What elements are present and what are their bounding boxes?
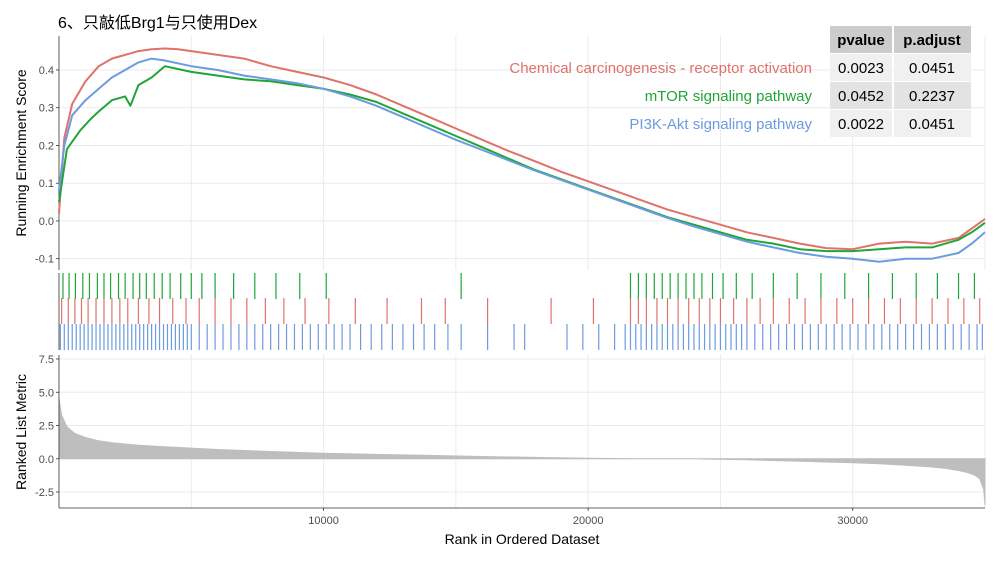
metric-y-tick-label: 2.5: [39, 421, 54, 433]
x-tick-label: 20000: [573, 515, 604, 527]
table-header-pvalue: pvalue: [837, 32, 885, 49]
table-row-bg: [894, 82, 971, 109]
es-y-tick-label: 0.1: [39, 178, 54, 190]
stats-table: pvalue p.adjust Chemical carcinogenesis …: [509, 26, 971, 137]
table-row-bg: [830, 82, 892, 109]
legend-label-mtor: mTOR signaling pathway: [645, 88, 813, 105]
table-cell-pvalue: 0.0023: [838, 60, 884, 77]
table-row-bg: [894, 110, 971, 137]
legend-label-pi3k: PI3K-Akt signaling pathway: [629, 116, 812, 133]
chart-title: 6、只敲低Brg1与只使用Dex: [58, 14, 257, 32]
table-cell-padjust: 0.0451: [909, 116, 955, 133]
metric-area: [58, 398, 986, 506]
table-row-bg: [894, 54, 971, 81]
es-line-pi3k: [58, 57, 986, 263]
es-y-tick-label: 0.4: [39, 65, 54, 77]
es-y-tick-label: -0.1: [35, 254, 54, 266]
metric-panel: -2.5 0.0 2.5 5.0 7.5 10000 20000 30000 Ranked …: [13, 354, 986, 547]
table-row-bg: [830, 110, 892, 137]
x-axis-title: Rank in Ordered Dataset: [445, 531, 600, 547]
metric-y-ticks: -2.5 0.0 2.5 5.0 7.5: [35, 354, 59, 499]
es-y-axis-title: Running Enrichment Score: [13, 69, 29, 237]
es-series-lines: [58, 47, 986, 263]
table-cell-pvalue: 0.0452: [838, 88, 884, 105]
rug-panel: [58, 273, 983, 350]
metric-x-ticks: 10000 20000 30000: [308, 508, 868, 527]
table-header-padjust: p.adjust: [903, 32, 961, 49]
table-cell-pvalue: 0.0022: [838, 116, 884, 133]
es-y-ticks: -0.1 0.0 0.1 0.2 0.3 0.4: [35, 65, 59, 266]
legend-label-chemical: Chemical carcinogenesis - receptor activ…: [509, 60, 812, 77]
x-tick-label: 30000: [837, 515, 868, 527]
table-head-cell-pvalue: [830, 26, 892, 53]
metric-y-tick-label: 7.5: [39, 354, 54, 366]
metric-y-axis-title: Ranked List Metric: [13, 374, 29, 490]
es-y-tick-label: 0.3: [39, 103, 54, 115]
table-cell-padjust: 0.0451: [909, 60, 955, 77]
metric-y-tick-label: -2.5: [35, 487, 54, 499]
es-y-tick-label: 0.0: [39, 216, 54, 228]
metric-gridlines: [59, 355, 986, 508]
table-head-cell-padjust: [894, 26, 971, 53]
metric-y-tick-label: 5.0: [39, 387, 54, 399]
x-tick-label: 10000: [308, 515, 339, 527]
table-row-bg: [830, 54, 892, 81]
es-y-tick-label: 0.2: [39, 140, 54, 152]
table-cell-padjust: 0.2237: [909, 88, 955, 105]
metric-y-tick-label: 0.0: [39, 454, 54, 466]
es-line-chemical: [58, 47, 986, 251]
es-line-mtor: [58, 65, 986, 253]
